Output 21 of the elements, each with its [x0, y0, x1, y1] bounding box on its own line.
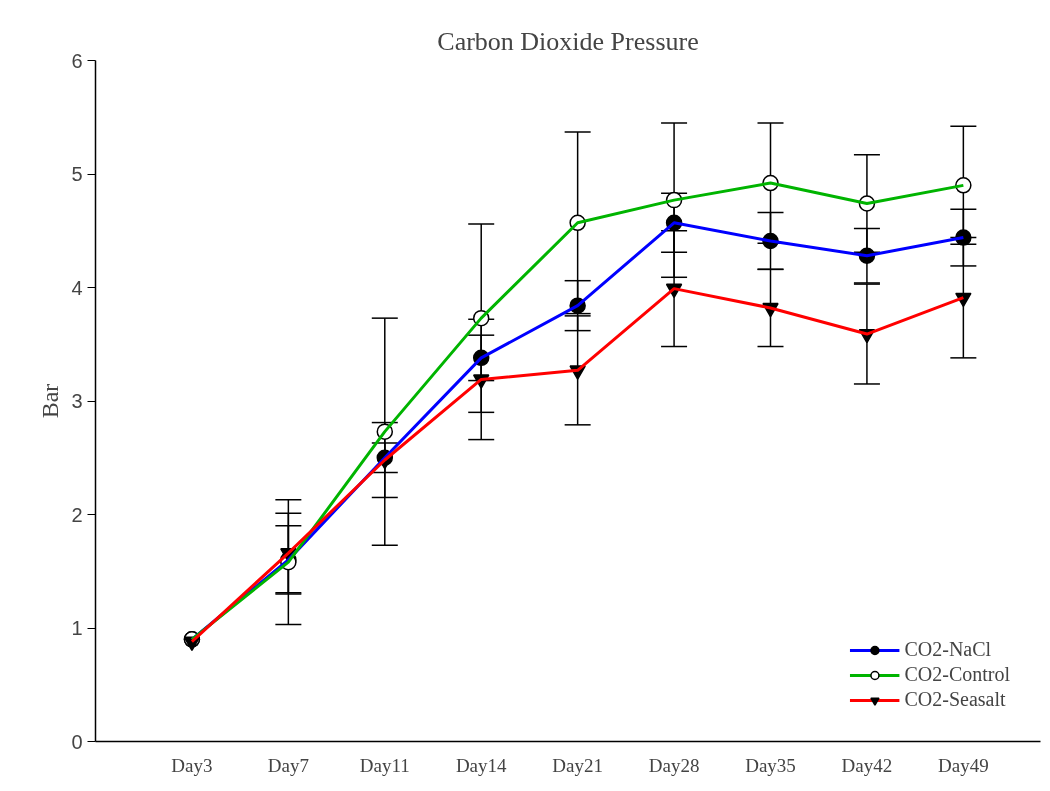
y-tick-label: 2	[71, 503, 83, 526]
y-tick-label: 1	[71, 617, 83, 639]
chart-title: Carbon Dioxide Pressure	[437, 26, 699, 56]
y-tick-label: 0	[71, 730, 83, 753]
x-tick-label: Day14	[455, 754, 508, 776]
x-tick-label: Day35	[745, 754, 796, 776]
x-tick-label: Day42	[841, 754, 893, 776]
legend-label: CO2-NaCl	[904, 638, 992, 661]
legend-label: CO2-Seasalt	[904, 688, 1006, 711]
x-tick-label: Day28	[648, 754, 700, 776]
x-tick-label: Day49	[938, 754, 989, 776]
x-tick-label: Day11	[359, 754, 410, 776]
y-tick-label: 4	[71, 276, 83, 299]
legend-label: CO2-Control	[904, 663, 1010, 686]
y-axis-title: Bar	[37, 383, 64, 419]
y-tick-label: 6	[71, 49, 83, 72]
x-tick-label: Day7	[267, 754, 309, 776]
x-tick-label: Day21	[552, 754, 603, 776]
y-tick-label: 5	[71, 163, 83, 185]
x-tick-label: Day3	[171, 754, 213, 776]
y-tick-label: 3	[71, 390, 83, 412]
